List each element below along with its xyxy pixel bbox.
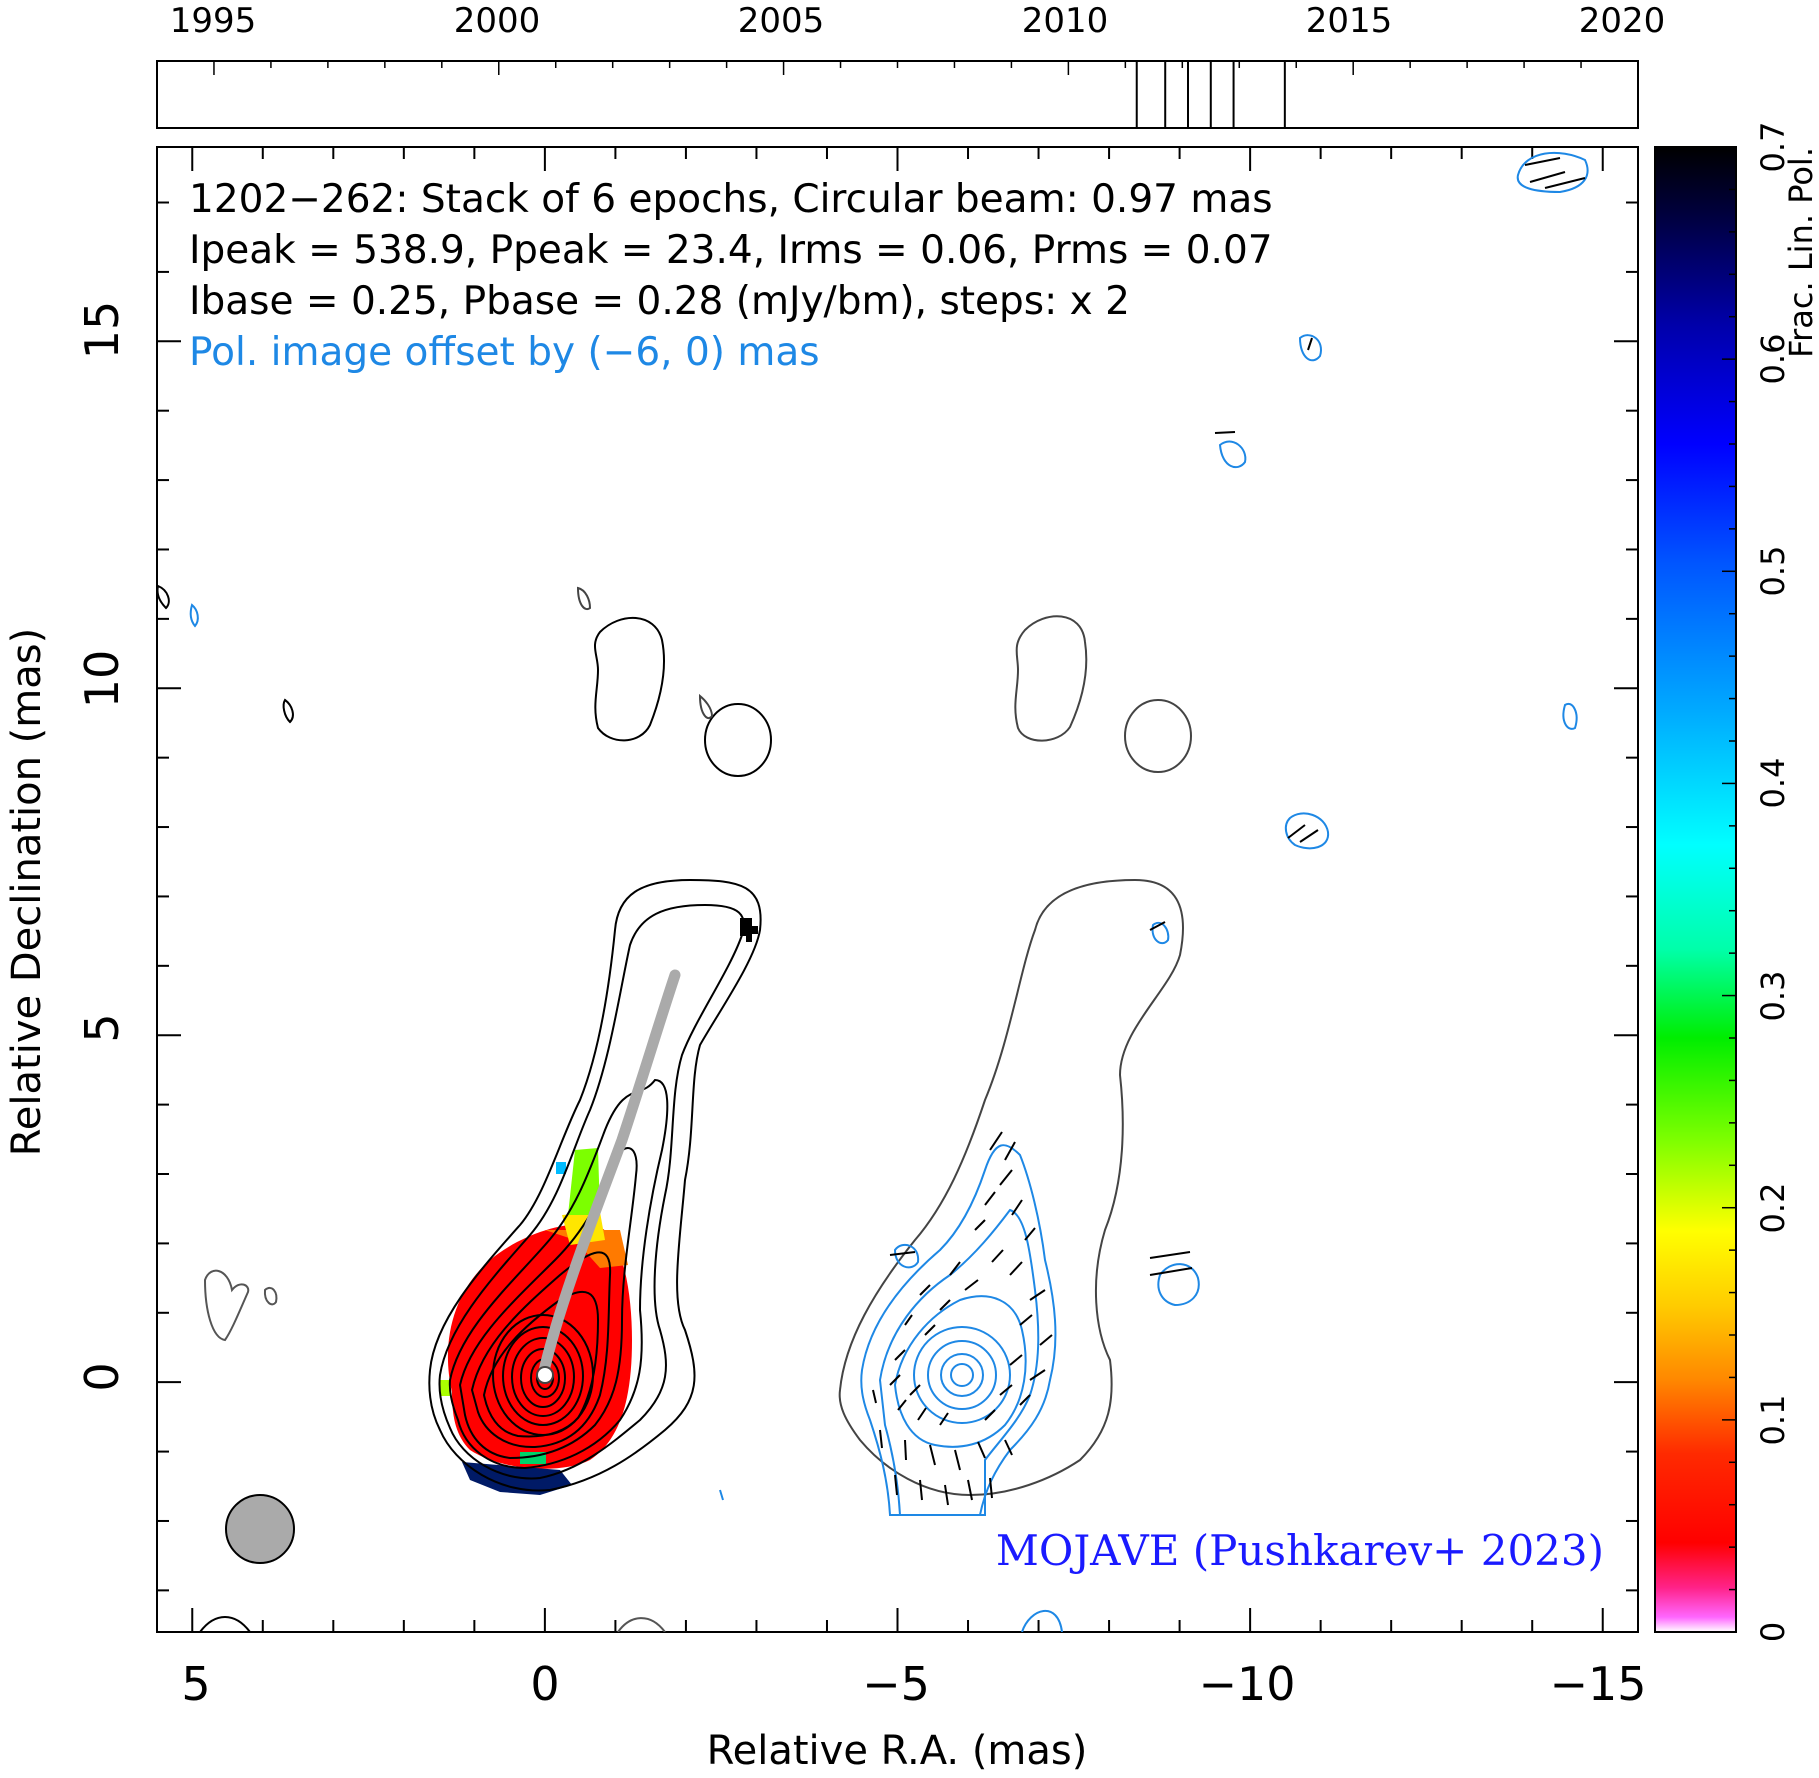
evpa-vectors [872,157,1586,1506]
x-tick-label: 0 [530,1657,559,1711]
stokes-i-noise-contours [157,584,772,1632]
colorbar-tick-label: 0.2 [1754,1183,1792,1234]
timeline-year-label: 1995 [170,1,257,41]
info-line-1: 1202−262: Stack of 6 epochs, Circular be… [189,177,1273,222]
timeline-year-label: 2000 [454,1,541,41]
y-tick-label: 10 [75,650,129,709]
y-axis-label: Relative Declination (mas) [4,628,50,1156]
timeline-year-label: 2015 [1306,1,1393,41]
frac-pol-cyan-pixel [556,1162,566,1174]
colorbar-tick-label: 0.1 [1754,1395,1792,1446]
y-tick-label: 5 [75,1013,129,1042]
x-tick-label: −15 [1549,1657,1646,1711]
timeline-year-label: 2005 [738,1,825,41]
epoch-timeline: 1995 2000 2005 2010 2015 2020 [156,1,1666,129]
x-tick-label: −10 [1198,1657,1295,1711]
info-line-4: Pol. image offset by (−6, 0) mas [189,330,820,375]
timeline-year-label: 2010 [1022,1,1109,41]
colorbar-ticks [1722,146,1736,1633]
map-content [157,151,1589,1632]
x-axis-label: Relative R.A. (mas) [707,1728,1088,1774]
colorbar-gradient [1654,146,1737,1633]
colorbar-tick-label: 0.4 [1754,758,1792,809]
beam-ellipse [225,1494,295,1564]
credit-label: MOJAVE (Pushkarev+ 2023) [996,1526,1604,1575]
colorbar-tick-label: 0.6 [1754,334,1792,385]
colorbar-tick-label: 0.3 [1754,971,1792,1022]
colorbar-tick-label: 0.5 [1754,546,1792,597]
timeline-frame [156,60,1639,129]
colorbar-tick-label: 0 [1754,1622,1792,1642]
jet-ridge-line [537,969,681,1381]
stokes-i-offset-contours [838,615,1192,1497]
epoch-marks [156,61,1639,128]
stokes-i-contours [428,878,762,1492]
info-line-2: Ipeak = 538.9, Ppeak = 23.4, Irms = 0.06… [189,228,1273,273]
y-tick-label: 15 [75,301,129,360]
colorbar: 0 0.1 0.2 0.3 0.4 0.5 0.6 0.7 Frac. Lin.… [1654,122,1819,1642]
y-tick-label: 0 [75,1362,129,1391]
frac-pol-left-edge [440,1380,450,1396]
x-tick-label: −5 [862,1657,930,1711]
x-tick-label: 5 [181,1657,210,1711]
pol-contours [189,151,1589,1632]
timeline-year-label: 2020 [1579,1,1666,41]
info-line-3: Ibase = 0.25, Pbase = 0.28 (mJy/bm), ste… [189,279,1130,324]
colorbar-tick-label: 0.7 [1754,122,1792,173]
core-marker [536,1366,554,1384]
map-panel: 1202−262: Stack of 6 epochs, Circular be… [4,146,1647,1774]
colorbar-label: Frac. Lin. Pol. [1782,147,1819,358]
info-annotations: 1202−262: Stack of 6 epochs, Circular be… [189,177,1604,1575]
frac-pol-bottom-edge [462,1462,572,1495]
map-ticks [157,147,1638,1632]
